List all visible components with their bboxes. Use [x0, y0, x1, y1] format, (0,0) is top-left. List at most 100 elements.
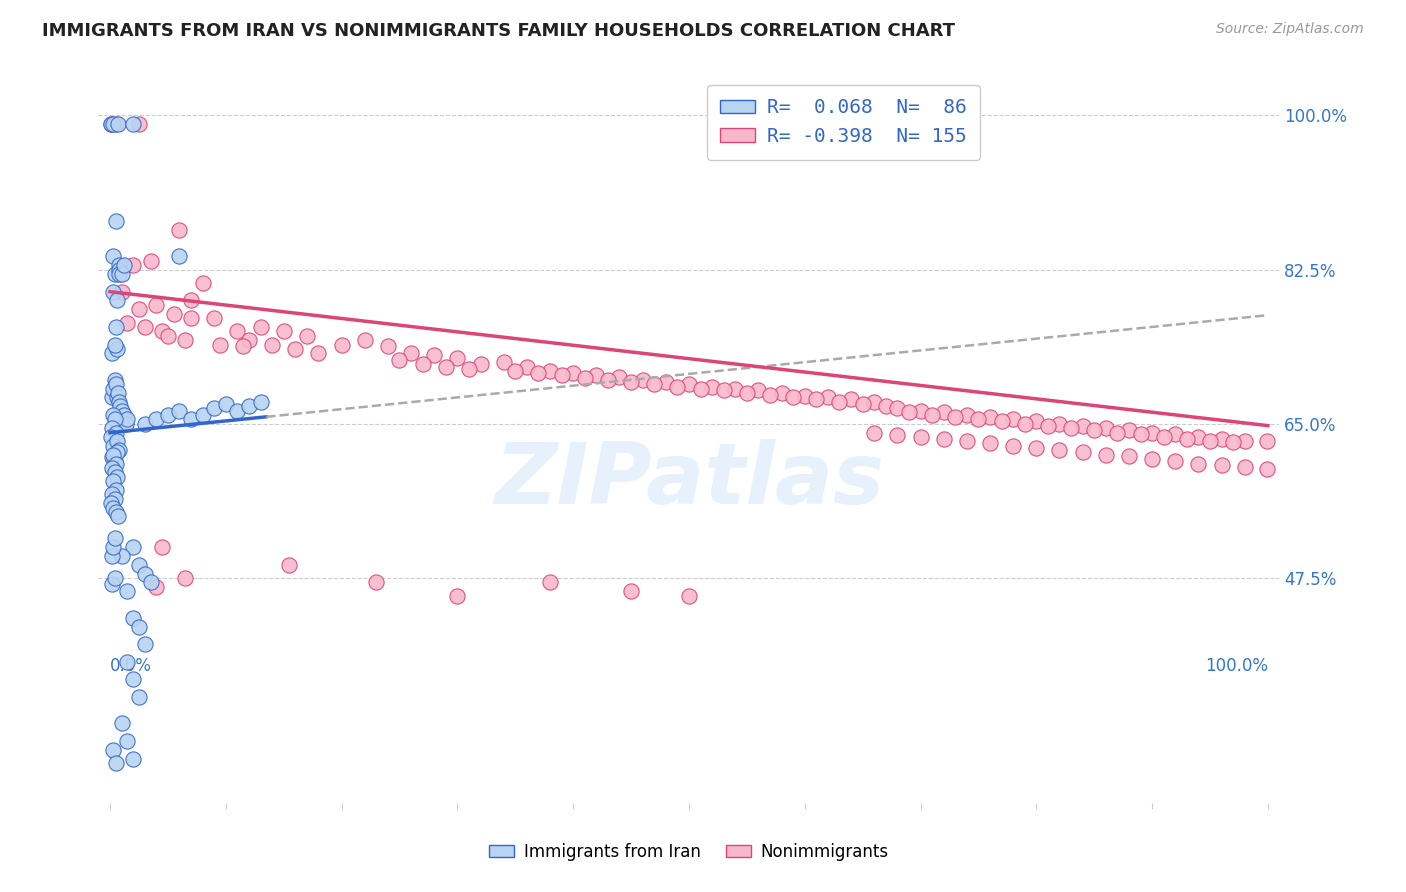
Point [104, 491, 127, 506]
Point [139, 575, 162, 590]
Point [100, 496, 122, 510]
Point [134, 417, 156, 431]
Point [107, 117, 129, 131]
Point [174, 333, 197, 347]
Point [423, 348, 446, 362]
Point [990, 414, 1012, 428]
Point [104, 756, 127, 771]
Point [105, 434, 128, 449]
Point [169, 223, 191, 237]
Point [238, 333, 260, 347]
Point [538, 575, 561, 590]
Point [1049, 417, 1071, 431]
Point [134, 320, 156, 334]
Point [134, 637, 156, 651]
Point [104, 532, 127, 546]
Point [366, 575, 388, 590]
Point [169, 403, 191, 417]
Point [1211, 458, 1233, 473]
Point [1118, 450, 1140, 464]
Point [103, 249, 125, 263]
Point [295, 328, 318, 343]
Point [713, 384, 735, 398]
Point [117, 734, 139, 748]
Point [145, 298, 167, 312]
Point [1164, 427, 1187, 442]
Point [122, 258, 145, 272]
Point [1153, 430, 1175, 444]
Point [307, 346, 329, 360]
Point [169, 249, 191, 263]
Point [1014, 417, 1036, 431]
Point [724, 382, 747, 396]
Point [134, 566, 156, 581]
Point [150, 540, 173, 554]
Point [782, 391, 804, 405]
Point [100, 117, 122, 131]
Point [108, 267, 131, 281]
Point [103, 474, 125, 488]
Point [117, 584, 139, 599]
Point [103, 408, 125, 422]
Point [609, 370, 631, 384]
Point [1025, 441, 1047, 455]
Point [110, 399, 132, 413]
Point [412, 357, 434, 371]
Point [128, 302, 150, 317]
Point [104, 117, 127, 131]
Point [1002, 439, 1025, 453]
Point [122, 673, 145, 687]
Point [139, 253, 162, 268]
Point [1256, 434, 1278, 449]
Point [886, 401, 908, 415]
Point [839, 392, 862, 407]
Point [110, 549, 132, 563]
Point [284, 342, 307, 356]
Text: ZIPatlas: ZIPatlas [494, 440, 884, 523]
Point [215, 397, 238, 411]
Point [232, 339, 254, 353]
Point [1118, 423, 1140, 437]
Point [105, 293, 128, 308]
Point [956, 434, 979, 449]
Point [956, 408, 979, 422]
Point [979, 409, 1001, 424]
Point [249, 394, 271, 409]
Point [1071, 418, 1094, 433]
Point [1107, 425, 1129, 440]
Point [117, 412, 139, 426]
Point [163, 307, 186, 321]
Point [180, 311, 202, 326]
Point [1094, 448, 1116, 462]
Point [226, 403, 249, 417]
Point [110, 267, 132, 281]
Point [863, 425, 886, 440]
Point [910, 430, 932, 444]
Point [103, 540, 125, 554]
Point [117, 655, 139, 669]
Point [852, 396, 875, 410]
Point [104, 337, 127, 351]
Point [678, 589, 700, 603]
Point [353, 333, 375, 347]
Point [101, 549, 124, 563]
Point [104, 377, 127, 392]
Point [1140, 425, 1163, 440]
Point [104, 320, 127, 334]
Point [180, 293, 202, 308]
Point [399, 346, 422, 360]
Point [104, 214, 127, 228]
Point [104, 571, 127, 585]
Point [538, 364, 561, 378]
Point [470, 357, 492, 371]
Point [562, 366, 585, 380]
Point [806, 392, 828, 407]
Point [735, 386, 758, 401]
Point [273, 324, 295, 338]
Point [875, 399, 897, 413]
Point [122, 540, 145, 554]
Point [828, 394, 851, 409]
Point [101, 391, 124, 405]
Point [503, 364, 526, 378]
Point [330, 337, 353, 351]
